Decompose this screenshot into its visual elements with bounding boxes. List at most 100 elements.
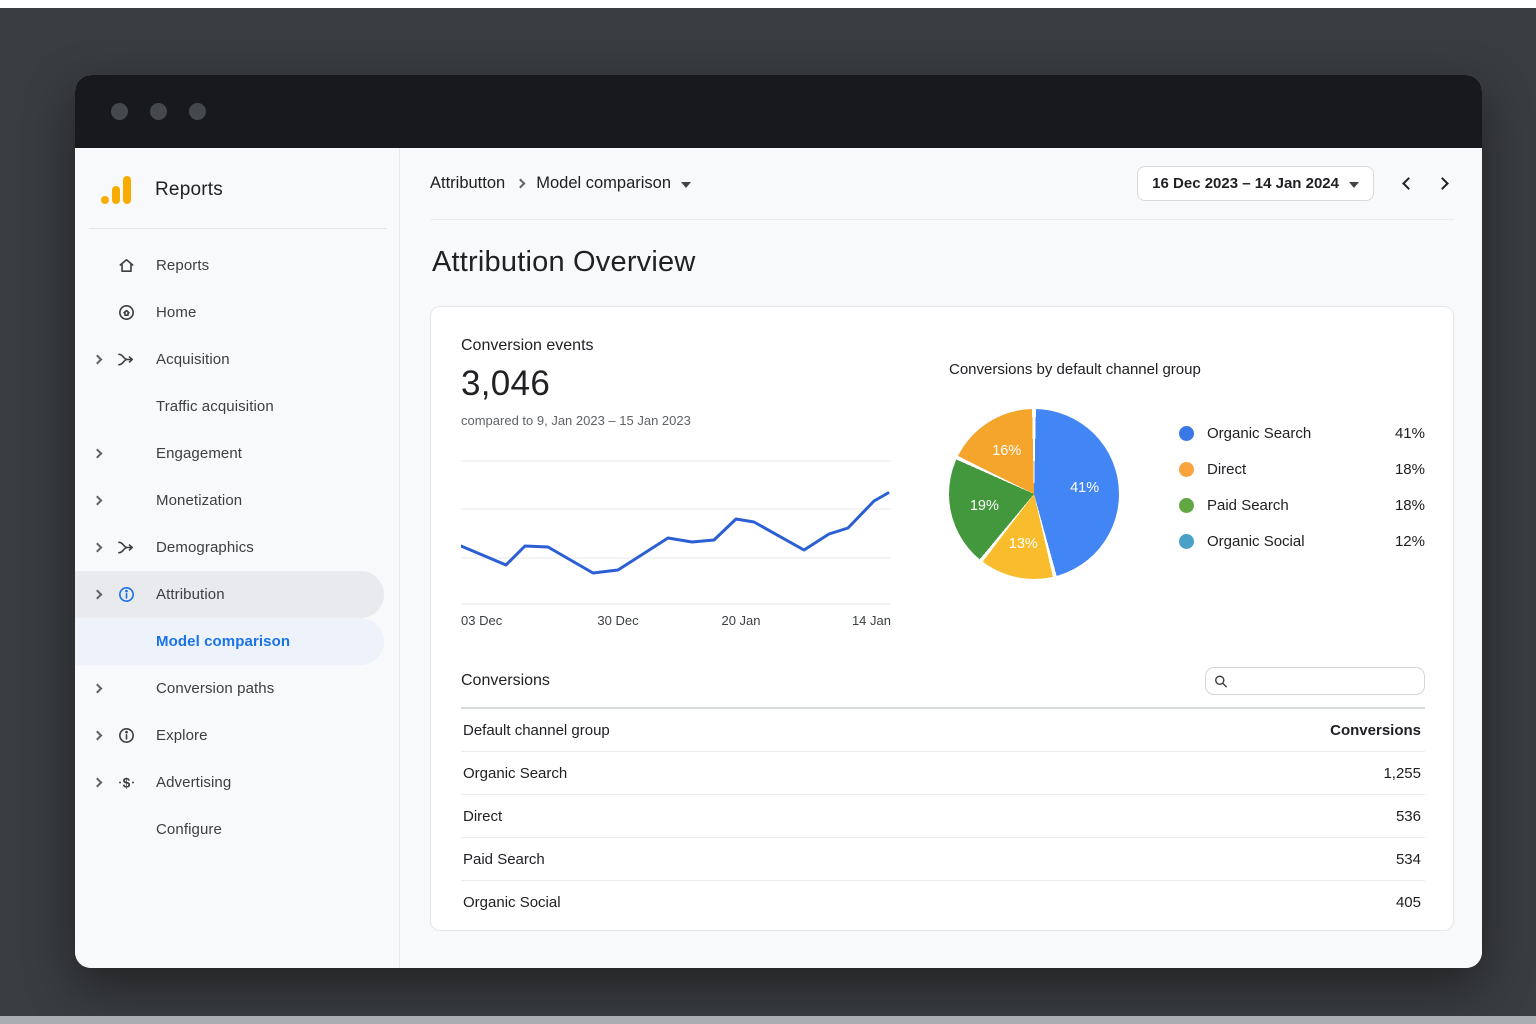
sidebar-item-advertising[interactable]: $ Advertising — [75, 759, 399, 806]
sidebar-item-conversion-paths[interactable]: Conversion paths — [75, 665, 399, 712]
home-icon — [116, 256, 136, 275]
sidebar-item-traffic-acquisition[interactable]: Traffic acquisition — [75, 383, 399, 430]
legend-dot — [1179, 425, 1194, 441]
x-tick: 14 Jan — [852, 613, 891, 628]
legend-item: Paid Search 18% — [1179, 487, 1425, 523]
line-series — [461, 491, 890, 575]
breadcrumb-section[interactable]: Attributton — [430, 174, 506, 192]
sidebar-item-label: Demographics — [156, 539, 254, 556]
legend-item: Direct 18% — [1179, 451, 1425, 487]
sidebar-item-reports[interactable]: Reports — [75, 242, 399, 289]
pie-slice-label: 16% — [992, 442, 1022, 459]
table-search[interactable] — [1205, 667, 1425, 695]
sidebar-item-model-comparison[interactable]: Model comparison — [75, 618, 384, 665]
date-range-picker[interactable]: 16 Dec 2023 – 14 Jan 2024 — [1137, 166, 1374, 201]
previous-range-button[interactable] — [1396, 172, 1420, 196]
sidebar-item-monetization[interactable]: Monetization — [75, 477, 399, 524]
legend-item: Organic Social 12% — [1179, 523, 1425, 559]
table-row: Direct 536 — [461, 795, 1425, 838]
legend-dot — [1179, 461, 1194, 477]
channel-group-panel: Conversions by default channel group 41%… — [949, 337, 1425, 631]
gridlines — [461, 460, 891, 559]
date-range-label: 16 Dec 2023 – 14 Jan 2024 — [1152, 175, 1339, 192]
window-minimize-button[interactable] — [150, 103, 167, 120]
pie-slice-label: 19% — [969, 497, 999, 514]
pie-slice-label: 13% — [1008, 535, 1038, 552]
pie-chart-title: Conversions by default channel group — [949, 361, 1201, 378]
legend-pct: 18% — [1394, 496, 1425, 514]
sidebar-item-configure[interactable]: Configure — [75, 806, 399, 853]
brand-title: Reports — [155, 179, 223, 200]
breadcrumb: Attributton Model comparison — [430, 174, 692, 193]
svg-text:$: $ — [122, 775, 130, 790]
legend-label: Organic Search — [1207, 424, 1312, 442]
legend-label: Direct — [1207, 460, 1247, 478]
sidebar-item-label: Acquisition — [156, 351, 230, 368]
sidebar-item-acquisition[interactable]: Acquisition — [75, 336, 399, 383]
chevron-right-icon — [92, 542, 103, 553]
next-range-button[interactable] — [1430, 172, 1454, 196]
chevron-right-icon — [92, 683, 103, 694]
table-row: Organic Search 1,255 — [461, 752, 1425, 795]
sidebar-nav: Reports Home Acquisiti — [75, 242, 399, 853]
sidebar-item-demographics[interactable]: Demographics — [75, 524, 399, 571]
x-tick: 30 Dec — [597, 613, 639, 628]
letterbox-top — [0, 0, 1536, 8]
search-icon — [1215, 675, 1227, 687]
sidebar-item-label: Model comparison — [156, 633, 291, 650]
conversions-cell: 405 — [1395, 894, 1421, 911]
sidebar-item-attribution[interactable]: Attribution — [75, 571, 384, 618]
window-close-button[interactable] — [111, 103, 128, 120]
info-icon — [116, 585, 136, 604]
table-row: Paid Search 534 — [461, 838, 1425, 881]
channel-cell: Organic Social — [463, 894, 561, 911]
sidebar-item-home[interactable]: Home — [75, 289, 399, 336]
page-title: Attribution Overview — [432, 246, 696, 278]
sidebar-item-label: Explore — [156, 727, 208, 744]
sidebar-divider — [89, 228, 387, 229]
breadcrumb-caret-down-icon[interactable] — [681, 182, 692, 188]
table-row: Organic Social 405 — [461, 881, 1425, 924]
main-content: Attributton Model comparison 16 Dec 2023… — [400, 148, 1482, 968]
search-input[interactable] — [1235, 673, 1416, 689]
conversion-events-panel: Conversion events 3,046 compared to 9, J… — [461, 337, 891, 631]
pie-slice-label: 41% — [1070, 479, 1100, 496]
column-header-conversions[interactable]: Conversions — [1330, 721, 1421, 739]
conversions-cell: 536 — [1395, 807, 1421, 825]
window-zoom-button[interactable] — [189, 103, 206, 120]
date-caret-down-icon — [1349, 182, 1359, 188]
conversions-cell: 534 — [1395, 850, 1421, 868]
desktop-background: Reports Reports — [0, 8, 1536, 1016]
column-header-channel[interactable]: Default channel group — [463, 721, 610, 739]
legend-label: Organic Social — [1207, 532, 1305, 550]
channel-cell: Paid Search — [463, 850, 545, 868]
window-titlebar — [75, 75, 1482, 148]
letterbox-bottom — [0, 1016, 1536, 1024]
info-icon — [116, 726, 136, 745]
legend-item: Organic Search 41% — [1179, 415, 1425, 451]
legend-pct: 12% — [1394, 532, 1425, 550]
sidebar-item-label: Traffic acquisition — [156, 398, 274, 415]
sidebar-item-explore[interactable]: Explore — [75, 712, 399, 759]
legend-label: Paid Search — [1207, 496, 1289, 514]
legend-dot — [1179, 497, 1194, 513]
conversions-section: Conversions Default channel — [461, 667, 1425, 924]
chevron-right-icon — [92, 354, 103, 365]
table-top-divider — [461, 707, 1425, 709]
x-tick: 03 Dec — [461, 613, 503, 628]
channel-cell: Direct — [463, 807, 503, 825]
breadcrumb-page[interactable]: Model comparison — [536, 174, 672, 192]
sidebar-item-engagement[interactable]: Engagement — [75, 430, 399, 477]
split-arrow-icon — [116, 538, 136, 557]
chevron-right-icon — [92, 495, 103, 506]
sidebar-item-label: Engagement — [156, 445, 243, 462]
table-header-row: Default channel group Conversions — [461, 709, 1425, 752]
chevron-right-icon — [92, 777, 103, 788]
metric-value: 3,046 — [461, 364, 551, 403]
dollar-icon: $ — [116, 773, 136, 792]
split-arrow-icon — [116, 350, 136, 369]
chevron-right-icon — [92, 448, 103, 459]
sidebar-item-label: Home — [156, 304, 197, 321]
metric-title: Conversion events — [461, 337, 594, 354]
sidebar-item-label: Advertising — [156, 774, 232, 791]
